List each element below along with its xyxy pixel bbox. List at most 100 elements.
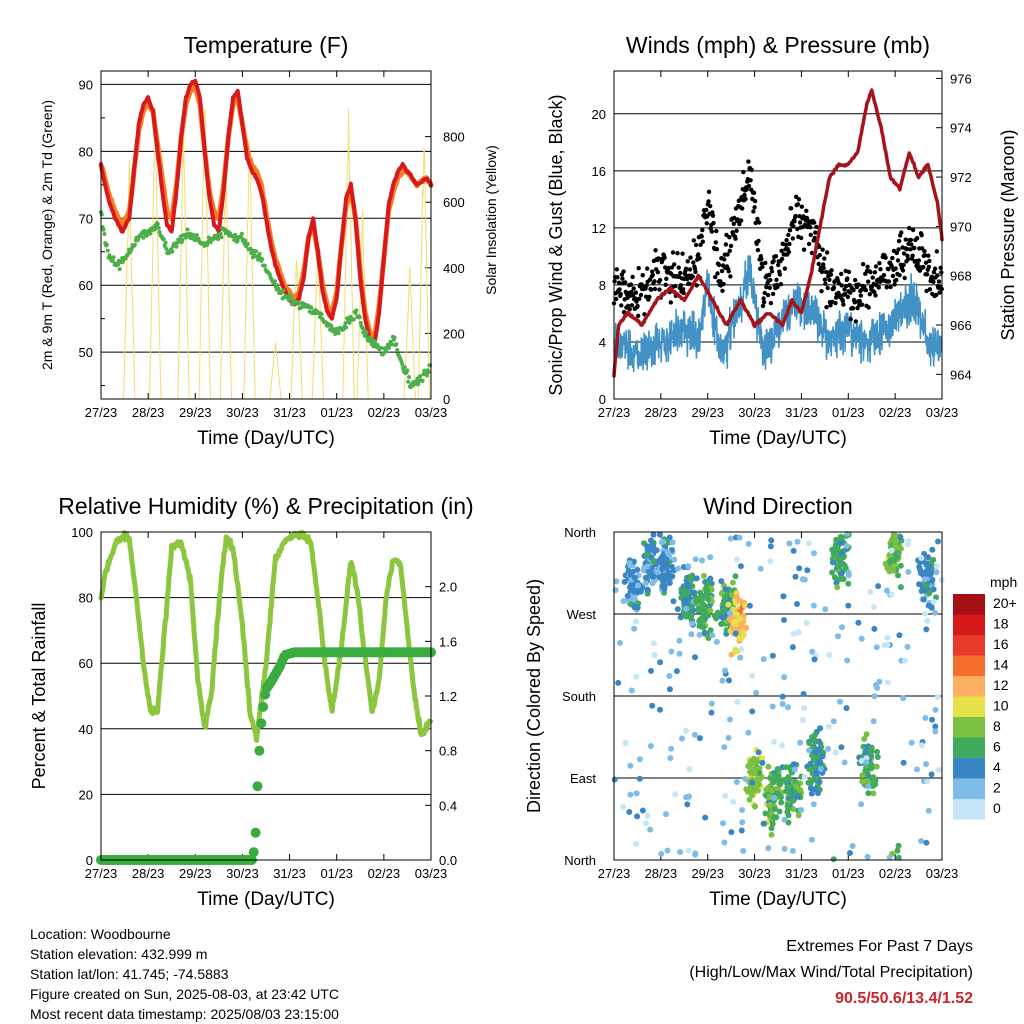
y2-tick-label: 200 <box>443 326 465 341</box>
direction-point <box>834 584 841 591</box>
direction-point <box>934 694 941 700</box>
direction-point <box>708 709 715 716</box>
direction-point <box>704 596 711 603</box>
direction-point <box>700 610 707 617</box>
direction-point <box>620 804 627 810</box>
direction-point <box>677 614 684 621</box>
direction-point <box>722 667 728 674</box>
gust-point <box>687 267 693 272</box>
gust-point <box>776 262 781 268</box>
solar-insolation-spike <box>243 140 256 400</box>
direction-point <box>760 656 767 663</box>
gust-point <box>927 287 933 292</box>
direction-point <box>845 580 852 587</box>
x-tick-label: 29/23 <box>179 866 212 881</box>
gust-point <box>713 274 718 280</box>
direction-point <box>692 850 699 857</box>
direction-point <box>922 715 929 721</box>
direction-point <box>647 743 654 749</box>
direction-point <box>838 744 845 751</box>
direction-point <box>757 565 764 572</box>
direction-point <box>737 654 744 661</box>
gust-point <box>825 285 830 291</box>
direction-point <box>643 574 650 581</box>
direction-point <box>919 742 925 749</box>
gust-point <box>637 296 642 301</box>
direction-point <box>774 785 781 792</box>
gust-point <box>727 235 732 240</box>
direction-point <box>749 672 756 679</box>
station-elevation: Station elevation: 432.999 m <box>30 946 208 962</box>
precip-point <box>250 827 261 838</box>
humidity-line <box>98 530 433 743</box>
x-axis-label: Time (Day/UTC) <box>709 428 847 449</box>
gust-point <box>630 293 636 298</box>
y-axis-label: Sonic/Prop Wind & Gust (Blue, Black) <box>546 94 566 395</box>
dewpoint-point <box>111 255 116 260</box>
direction-point <box>683 605 690 612</box>
direction-point <box>928 771 935 778</box>
direction-point <box>785 704 791 711</box>
gust-point <box>764 285 769 290</box>
gust-point <box>873 264 879 269</box>
direction-point <box>685 847 692 854</box>
direction-point <box>765 784 772 791</box>
direction-point <box>905 538 912 544</box>
gust-series <box>611 159 944 324</box>
gust-point <box>828 272 834 277</box>
direction-point <box>621 578 628 585</box>
gust-point <box>777 272 783 277</box>
gust-point <box>824 250 830 255</box>
direction-point <box>847 850 853 856</box>
direction-point <box>904 643 911 650</box>
gust-point <box>877 261 882 266</box>
x-tick-label: 03/23 <box>415 405 448 420</box>
gust-point <box>791 224 796 229</box>
gust-point <box>919 233 924 238</box>
direction-point <box>790 761 797 768</box>
dewpoint-point <box>344 325 349 330</box>
legend-swatch <box>953 737 985 758</box>
dewpoint-point <box>262 263 267 268</box>
gust-point <box>691 238 696 243</box>
dewpoint-point <box>105 248 110 253</box>
gust-point <box>714 247 720 252</box>
direction-point <box>861 736 868 742</box>
direction-point <box>803 620 810 626</box>
y-tick-label: West <box>567 607 597 622</box>
gust-point <box>680 251 685 256</box>
gust-point <box>912 245 917 251</box>
gust-point <box>888 284 893 290</box>
direction-point <box>709 632 716 639</box>
gust-point <box>769 269 775 274</box>
direction-point <box>774 766 781 772</box>
x-tick-label: 02/23 <box>368 405 401 420</box>
gust-point <box>771 258 776 264</box>
gust-point <box>937 290 942 295</box>
direction-point <box>636 756 643 763</box>
direction-point <box>657 659 664 666</box>
gust-point <box>845 294 851 300</box>
x-tick-label: 28/23 <box>132 866 165 881</box>
gust-point <box>721 281 726 287</box>
gust-point <box>865 264 870 269</box>
direction-point <box>658 539 665 546</box>
direction-point <box>776 808 783 815</box>
direction-point <box>767 543 774 550</box>
direction-point <box>870 604 877 611</box>
gust-point <box>934 249 939 254</box>
gust-point <box>935 273 940 278</box>
gust-point <box>647 294 652 300</box>
gust-point <box>638 292 644 298</box>
x-axis-label: Time (Day/UTC) <box>197 428 335 449</box>
dewpoint-point <box>402 365 407 370</box>
y-tick-label: 20 <box>79 787 93 802</box>
direction-point <box>923 839 930 846</box>
direction-point <box>727 610 733 617</box>
direction-point <box>743 624 750 631</box>
direction-point <box>865 790 872 797</box>
gust-point <box>655 270 661 275</box>
legend-label: 12 <box>993 677 1009 693</box>
direction-point <box>835 633 841 640</box>
